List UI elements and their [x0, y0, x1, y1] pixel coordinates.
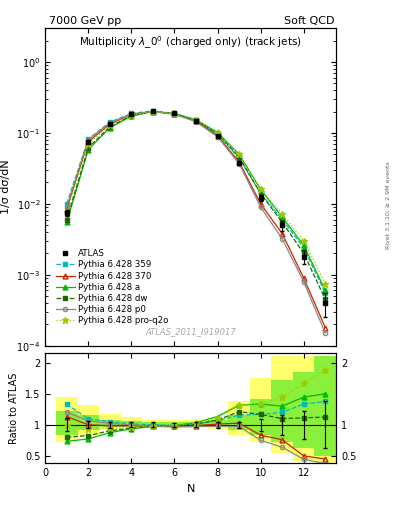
- Legend: ATLAS, Pythia 6.428 359, Pythia 6.428 370, Pythia 6.428 a, Pythia 6.428 dw, Pyth: ATLAS, Pythia 6.428 359, Pythia 6.428 37…: [52, 246, 172, 329]
- Y-axis label: 1/σ dσ/dN: 1/σ dσ/dN: [0, 160, 11, 214]
- Text: Multiplicity $\lambda\_0^0$ (charged only) (track jets): Multiplicity $\lambda\_0^0$ (charged onl…: [79, 34, 302, 51]
- Text: 7000 GeV pp: 7000 GeV pp: [49, 15, 121, 26]
- Text: Soft QCD: Soft QCD: [284, 15, 334, 26]
- Y-axis label: Ratio to ATLAS: Ratio to ATLAS: [9, 373, 19, 444]
- Text: ATLAS_2011_I919017: ATLAS_2011_I919017: [145, 327, 236, 336]
- Text: Rivet 3.1.10; ≥ 2.9M events: Rivet 3.1.10; ≥ 2.9M events: [386, 161, 391, 249]
- X-axis label: N: N: [186, 484, 195, 494]
